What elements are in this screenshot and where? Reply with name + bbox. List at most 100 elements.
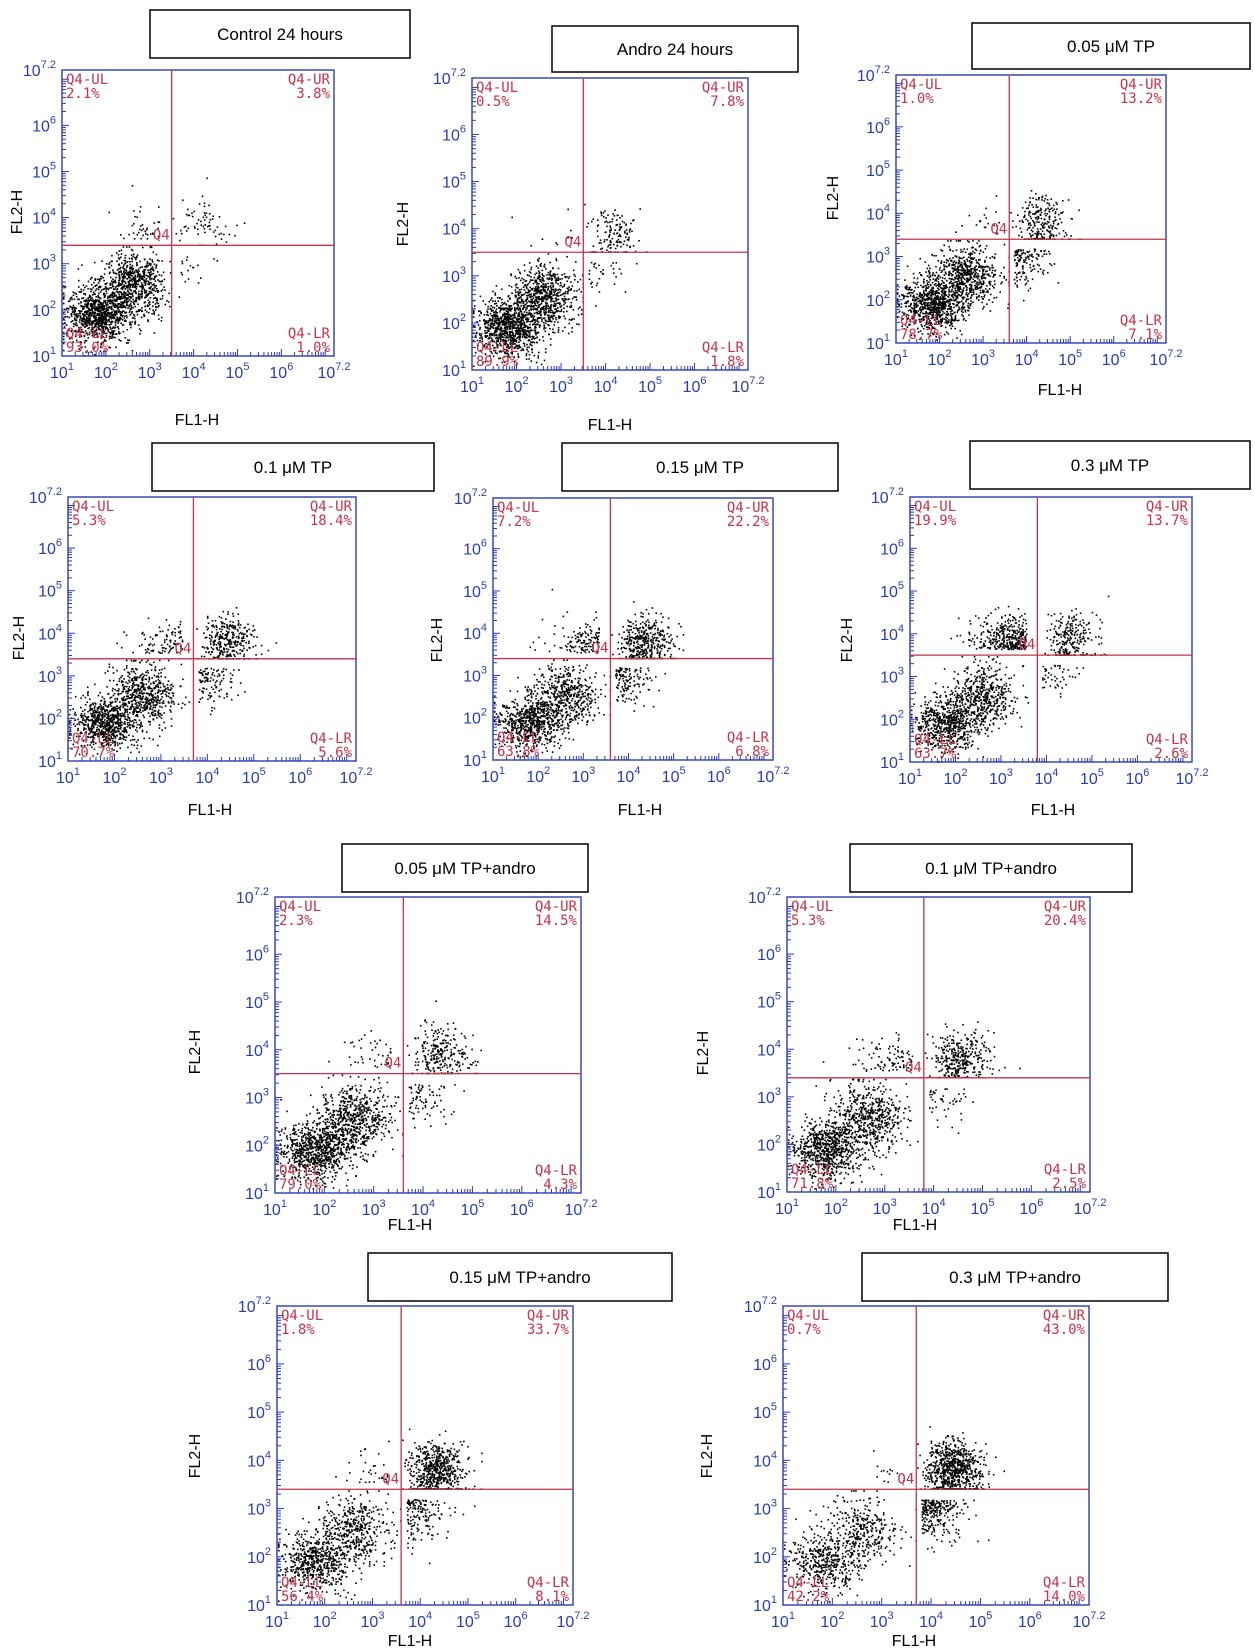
y-axis-label: FL2-H <box>9 190 26 234</box>
data-point <box>535 361 538 364</box>
x-tick-label: 102 <box>505 375 529 396</box>
data-point <box>478 332 481 335</box>
data-point <box>66 315 69 318</box>
data-point <box>108 266 111 269</box>
data-point <box>528 327 531 329</box>
data-point <box>524 315 527 317</box>
data-point <box>555 242 557 244</box>
data-point <box>88 299 90 301</box>
data-point <box>550 309 552 311</box>
data-point <box>80 310 83 313</box>
data-point <box>491 333 494 336</box>
data-point <box>523 284 526 287</box>
data-point <box>547 304 549 307</box>
data-point <box>931 281 934 284</box>
data-point <box>100 343 103 345</box>
data-point <box>129 288 132 291</box>
data-point <box>111 299 113 301</box>
data-point <box>180 229 182 232</box>
data-point <box>976 296 978 298</box>
data-point <box>906 285 908 287</box>
data-point <box>88 333 91 336</box>
data-point <box>923 278 925 281</box>
data-point <box>141 278 143 281</box>
data-point <box>520 302 522 304</box>
data-point <box>142 287 144 289</box>
data-point <box>487 329 490 332</box>
data-point <box>543 305 545 308</box>
data-point <box>968 241 970 243</box>
data-point <box>605 220 608 223</box>
data-point <box>543 266 546 268</box>
data-point <box>507 295 510 297</box>
data-point <box>97 286 100 289</box>
data-point <box>588 278 591 280</box>
data-point <box>98 316 100 318</box>
data-point <box>205 212 208 215</box>
data-point <box>86 304 89 307</box>
data-point <box>962 281 964 283</box>
data-point <box>106 302 109 304</box>
data-point <box>960 307 963 309</box>
data-point <box>510 334 513 337</box>
data-point <box>561 277 563 280</box>
data-point <box>110 314 113 316</box>
data-point <box>148 283 150 286</box>
data-point <box>201 195 204 198</box>
data-point <box>86 306 89 309</box>
data-point <box>486 313 488 316</box>
data-point <box>928 297 930 299</box>
data-point <box>522 329 524 331</box>
data-point <box>91 332 94 334</box>
data-point <box>95 288 98 290</box>
data-point <box>510 273 512 275</box>
data-point <box>918 299 921 302</box>
data-point <box>530 309 532 311</box>
data-point <box>511 292 513 294</box>
data-point <box>127 273 130 276</box>
data-point <box>136 233 139 236</box>
data-point <box>963 296 966 299</box>
data-point <box>515 330 518 333</box>
data-point <box>108 324 111 326</box>
y-tick-label: 104 <box>442 218 466 239</box>
data-point <box>543 280 545 282</box>
data-point <box>955 240 958 242</box>
data-point <box>523 345 526 347</box>
data-point <box>108 306 110 308</box>
data-point <box>127 289 129 292</box>
data-point <box>103 350 105 353</box>
data-point <box>518 294 520 297</box>
data-point <box>224 225 227 228</box>
data-point <box>140 229 143 232</box>
data-point <box>134 256 136 259</box>
data-point <box>601 247 604 250</box>
data-point <box>161 280 163 283</box>
data-point <box>550 282 553 285</box>
data-point <box>533 319 536 321</box>
data-point <box>963 283 965 286</box>
data-point <box>101 313 104 315</box>
data-point <box>472 310 475 313</box>
data-point <box>498 324 500 326</box>
data-point <box>519 329 521 331</box>
data-point <box>503 330 505 332</box>
data-point <box>125 285 128 287</box>
data-point <box>118 273 120 276</box>
data-point <box>121 288 124 290</box>
data-point <box>156 290 159 292</box>
data-point <box>121 281 124 284</box>
data-point <box>596 282 599 285</box>
data-point <box>125 271 127 274</box>
data-point <box>536 291 539 294</box>
data-point <box>117 257 120 259</box>
data-point <box>535 296 537 298</box>
data-point <box>93 302 96 304</box>
data-point <box>83 318 86 321</box>
data-point <box>618 226 621 228</box>
data-point <box>951 325 954 327</box>
data-point <box>989 275 991 277</box>
data-point <box>204 231 206 234</box>
data-point <box>491 322 493 324</box>
data-point <box>993 287 995 289</box>
